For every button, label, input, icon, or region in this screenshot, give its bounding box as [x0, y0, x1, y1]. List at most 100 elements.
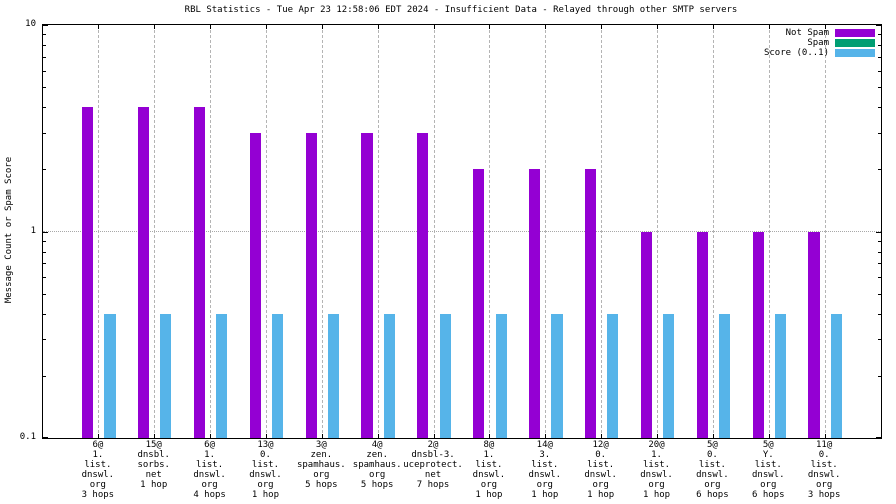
- x-axis-category-label: 5@ Y. list. dnswl. org 6 hops: [752, 440, 785, 500]
- y-axis-minor-tick: [878, 251, 881, 253]
- x-axis-tick-top: [601, 25, 603, 29]
- y-axis-minor-tick: [43, 169, 46, 171]
- bar-not-spam: [82, 107, 94, 438]
- y-axis-minor-tick: [878, 45, 881, 46]
- y-axis-tick-label: 1: [30, 225, 36, 236]
- legend-item-not-spam: Not Spam: [764, 28, 875, 38]
- y-axis-minor-tick: [43, 87, 46, 89]
- x-axis-tick-bottom: [489, 434, 491, 438]
- x-axis-tick-bottom: [98, 434, 100, 438]
- x-axis-tick-bottom: [433, 434, 435, 438]
- x-axis-tick-top: [210, 25, 212, 29]
- y-axis-major-tick: [876, 25, 881, 26]
- x-axis-tick-top: [377, 25, 379, 29]
- y-axis-minor-tick: [878, 313, 881, 315]
- legend-label-score-0-1: Score (0..1): [763, 48, 829, 58]
- legend-label-not-spam: Not Spam: [785, 28, 829, 38]
- x-axis-tick-bottom: [768, 434, 770, 438]
- x-axis-category-label: 5@ 0. list. dnswl. org 6 hops: [696, 440, 729, 500]
- y-axis-minor-tick: [878, 339, 881, 341]
- y-axis-minor-tick: [43, 107, 46, 109]
- bar-not-spam: [137, 107, 150, 438]
- chart-title: RBL Statistics - Tue Apr 23 12:58:06 EDT…: [184, 5, 738, 15]
- x-axis-tick-top: [433, 25, 435, 29]
- bar-score-0-1: [216, 313, 228, 438]
- x-axis-tick-bottom: [154, 434, 156, 438]
- x-axis-tick-bottom: [657, 434, 659, 438]
- x-axis-category-label: 3@ zen. spamhaus. org 5 hops: [296, 440, 346, 490]
- y-axis-tick-label: 10: [25, 19, 36, 29]
- bar-score-0-1: [718, 313, 731, 438]
- x-axis-tick-bottom: [321, 434, 323, 438]
- bar-not-spam: [193, 107, 205, 438]
- y-axis-minor-tick: [43, 56, 46, 58]
- bar-score-0-1: [607, 313, 619, 438]
- legend-swatch-not-spam: [835, 29, 875, 37]
- x-axis-tick-top: [768, 25, 770, 29]
- x-axis-category-label: 15@ dnsbl. sorbs. net 1 hop: [137, 440, 170, 490]
- bar-not-spam: [305, 132, 317, 438]
- x-axis-tick-top: [657, 25, 659, 29]
- x-axis-category-label: 14@ 3. list. dnswl. org 1 hop: [528, 440, 562, 500]
- bar-not-spam: [529, 169, 541, 438]
- x-axis-tick-bottom: [824, 434, 826, 438]
- y-axis-minor-tick: [43, 251, 46, 253]
- bar-not-spam: [696, 231, 708, 438]
- bar-not-spam: [640, 231, 652, 438]
- y-axis-major-tick: [876, 231, 881, 233]
- bar-not-spam: [584, 169, 597, 438]
- y-axis-minor-tick: [43, 375, 46, 377]
- x-axis-category-label: 12@ 0. list. dnswl. org 1 hop: [584, 440, 617, 500]
- bar-not-spam: [752, 231, 764, 438]
- x-axis-tick-top: [321, 25, 323, 29]
- y-axis-minor-tick: [43, 263, 46, 265]
- y-axis-minor-tick: [43, 132, 46, 134]
- horizontal-gridline: [43, 231, 881, 232]
- x-axis-category-label: 11@ 0. list. dnswl. org 3 hops: [807, 440, 841, 500]
- bar-score-0-1: [830, 313, 842, 438]
- bar-not-spam: [249, 132, 261, 438]
- bar-score-0-1: [160, 313, 172, 438]
- x-axis-category-label: 8@ 1. list. dnswl. org 1 hop: [472, 440, 506, 500]
- x-axis-tick-bottom: [265, 434, 267, 438]
- bar-not-spam: [808, 231, 820, 438]
- x-axis-category-label: 6@ 1. list. dnswl. org 3 hops: [81, 440, 115, 500]
- x-axis-tick-bottom: [601, 434, 603, 438]
- x-axis-tick-top: [265, 25, 267, 29]
- y-axis-minor-tick: [878, 107, 881, 109]
- y-axis-minor-tick: [43, 277, 46, 279]
- y-axis-minor-tick: [878, 293, 881, 295]
- legend-label-spam: Spam: [807, 38, 829, 48]
- y-axis-minor-tick: [878, 169, 881, 171]
- legend: Not Spam Spam Score (0..1): [764, 28, 875, 58]
- bar-score-0-1: [551, 313, 563, 438]
- x-axis-tick-bottom: [210, 434, 212, 438]
- bar-not-spam: [473, 169, 485, 438]
- y-axis-minor-tick: [43, 240, 46, 242]
- y-axis-major-tick: [43, 25, 48, 26]
- y-axis-minor-tick: [878, 56, 881, 58]
- bar-not-spam: [417, 132, 429, 438]
- y-axis-minor-tick: [878, 34, 881, 36]
- x-axis-tick-top: [489, 25, 491, 29]
- x-axis-category-label: 13@ 0. list. dnswl. org 1 hop: [249, 440, 282, 500]
- x-axis-category-label: 6@ 1. list. dnswl. org 4 hops: [193, 440, 226, 500]
- legend-item-score-0-1: Score (0..1): [764, 48, 875, 58]
- y-axis-minor-tick: [878, 240, 881, 242]
- x-axis-tick-top: [545, 25, 547, 29]
- plot-area: [42, 24, 882, 439]
- bar-score-0-1: [383, 313, 395, 438]
- x-axis-tick-bottom: [712, 434, 714, 438]
- y-axis-tick-label: 0.1: [19, 432, 36, 442]
- bar-score-0-1: [663, 313, 675, 438]
- y-axis-major-tick: [876, 437, 881, 438]
- x-axis-tick-bottom: [545, 434, 547, 438]
- x-axis-category-label: 4@ zen. spamhaus. org 5 hops: [352, 440, 402, 490]
- x-axis-tick-top: [154, 25, 156, 29]
- x-axis-tick-top: [824, 25, 826, 29]
- y-axis-minor-tick: [43, 313, 46, 315]
- y-axis-minor-tick: [878, 132, 881, 134]
- bar-score-0-1: [495, 313, 507, 438]
- bar-score-0-1: [774, 313, 787, 438]
